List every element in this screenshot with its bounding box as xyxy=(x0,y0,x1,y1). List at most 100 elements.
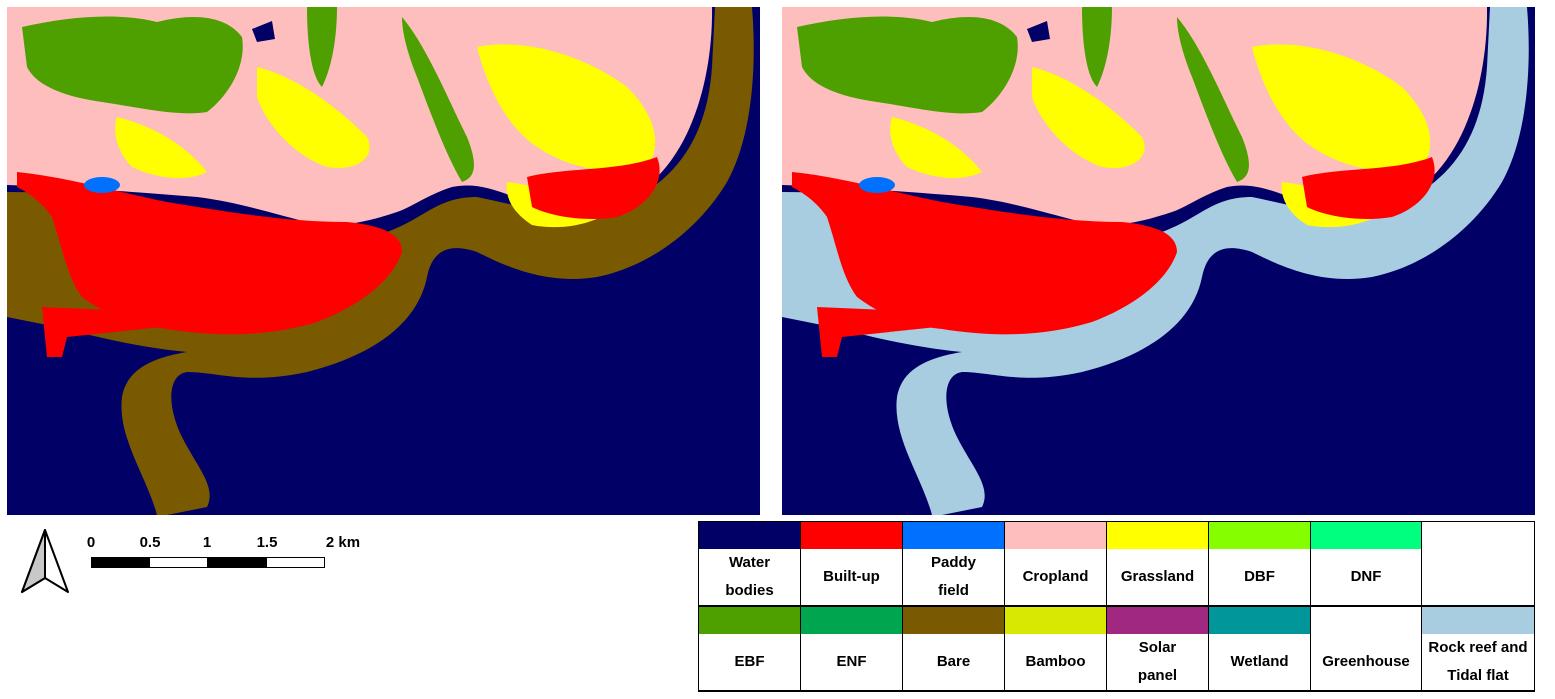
scale-segment-3 xyxy=(207,557,267,568)
scale-tick-1: 1 xyxy=(202,534,212,551)
legend-swatch-row-1 xyxy=(698,521,1535,549)
land-ebf-strip xyxy=(1082,7,1112,87)
map-left-svg xyxy=(7,7,760,515)
land-built-up-city xyxy=(792,172,1177,335)
legend-swatch-cell xyxy=(1106,606,1209,634)
legend-label-cell: Bare xyxy=(902,634,1005,692)
scale-tick-0-5: 0.5 xyxy=(139,534,161,551)
legend-swatch xyxy=(801,607,902,634)
land-ebf-belt xyxy=(402,17,474,182)
legend-label: DBF xyxy=(1244,568,1275,585)
legend-label: Bamboo xyxy=(1025,653,1086,670)
land-built-up-east xyxy=(1302,157,1435,219)
legend-swatch xyxy=(1422,522,1534,549)
legend-label: Solar xyxy=(1138,639,1177,656)
legend-swatch-cell xyxy=(698,606,801,634)
legend-swatch-cell xyxy=(1004,606,1107,634)
land-grassland-3 xyxy=(890,117,982,179)
land-built-up-east xyxy=(527,157,660,219)
legend-label: Rock reef and xyxy=(1428,639,1528,656)
scale-tick-2km: 2 km xyxy=(325,534,361,551)
legend-swatch-row-2 xyxy=(698,606,1535,634)
legend-label: Built-up xyxy=(823,568,880,585)
legend-swatch-cell xyxy=(698,521,801,549)
legend-swatch-cell xyxy=(1004,521,1107,549)
legend-swatch-cell xyxy=(1421,606,1535,634)
legend-label: panel xyxy=(1137,667,1178,684)
scale-segment-4 xyxy=(266,557,325,568)
land-built-up-port xyxy=(42,307,162,357)
legend-swatch-cell xyxy=(1208,521,1311,549)
legend-swatch xyxy=(1209,522,1310,549)
land-grassland-3 xyxy=(115,117,207,179)
legend-swatch xyxy=(1311,607,1421,634)
land-grassland-2 xyxy=(257,67,370,168)
legend-label: DNF xyxy=(1350,568,1382,585)
land-grassland-1 xyxy=(477,44,656,171)
land-paddy-field xyxy=(859,177,895,193)
legend-label-cell: DNF xyxy=(1310,549,1422,607)
land-grassland-1 xyxy=(1252,44,1431,171)
map-right-svg xyxy=(782,7,1535,515)
legend-label: Greenhouse xyxy=(1322,653,1410,670)
land-ebf-forest xyxy=(22,16,243,114)
legend-swatch xyxy=(1107,522,1208,549)
scale-bar: 0 0.5 1 1.5 2 km xyxy=(80,530,380,580)
legend-swatch xyxy=(1005,522,1106,549)
legend-swatch xyxy=(699,522,800,549)
legend-label: ENF xyxy=(836,653,867,670)
legend-swatch-cell xyxy=(1310,521,1422,549)
land-ebf-strip xyxy=(307,7,337,87)
legend-label-cell: EBF xyxy=(698,634,801,692)
land-paddy-field xyxy=(84,177,120,193)
legend-label-cell: DBF xyxy=(1208,549,1311,607)
legend-label: field xyxy=(938,582,969,599)
legend-label: Paddy xyxy=(930,554,976,571)
legend-label-cell xyxy=(1421,549,1535,607)
legend-swatch xyxy=(1107,607,1208,634)
land-water-inland xyxy=(1027,21,1050,42)
legend-swatch-cell xyxy=(800,521,903,549)
legend-label: Wetland xyxy=(1230,653,1289,670)
legend-label-cell: Solar panel xyxy=(1106,634,1209,692)
legend-swatch xyxy=(801,522,902,549)
legend-label: bodies xyxy=(725,582,774,599)
land-water-inland xyxy=(252,21,275,42)
legend-label: EBF xyxy=(734,653,765,670)
legend-label: Grassland xyxy=(1120,568,1195,585)
legend-swatch-cell xyxy=(1208,606,1311,634)
legend-swatch xyxy=(903,607,1004,634)
legend-swatch xyxy=(1005,607,1106,634)
legend-label-row-1: Water bodies Built-up Paddy field Cropland Gra… xyxy=(698,549,1535,607)
legend-label-cell: Rock reef and Tidal flat xyxy=(1421,634,1535,692)
land-ebf-belt xyxy=(1177,17,1249,182)
legend-swatch xyxy=(903,522,1004,549)
legend-label-cell: Bamboo xyxy=(1004,634,1107,692)
legend-swatch-cell xyxy=(1106,521,1209,549)
legend-swatch-cell xyxy=(902,521,1005,549)
legend-label-cell: Paddy field xyxy=(902,549,1005,607)
legend-label-cell: Greenhouse xyxy=(1310,634,1422,692)
legend-label-cell: Built-up xyxy=(800,549,903,607)
legend-swatch xyxy=(699,607,800,634)
legend-swatch-cell xyxy=(902,606,1005,634)
legend: Water bodies Built-up Paddy field Cropland Gra… xyxy=(698,521,1535,694)
north-arrow-icon xyxy=(21,529,69,593)
legend-swatch-cell xyxy=(1421,521,1535,549)
land-built-up-city xyxy=(17,172,402,335)
legend-label: Bare xyxy=(936,653,971,670)
legend-swatch xyxy=(1209,607,1310,634)
scale-tick-0: 0 xyxy=(86,534,96,551)
legend-label-cell: Grassland xyxy=(1106,549,1209,607)
legend-label: Cropland xyxy=(1022,568,1089,585)
land-cover-map-right xyxy=(782,7,1535,515)
legend-label-cell: Wetland xyxy=(1208,634,1311,692)
scale-segment-2 xyxy=(149,557,208,568)
legend-table: Water bodies Built-up Paddy field Cropland Gra… xyxy=(698,521,1535,692)
land-grassland-2 xyxy=(1032,67,1145,168)
scale-segment-1 xyxy=(91,557,150,568)
land-ebf-forest xyxy=(797,16,1018,114)
legend-swatch xyxy=(1311,522,1421,549)
legend-label: Water xyxy=(728,554,771,571)
land-cover-map-left xyxy=(7,7,760,515)
